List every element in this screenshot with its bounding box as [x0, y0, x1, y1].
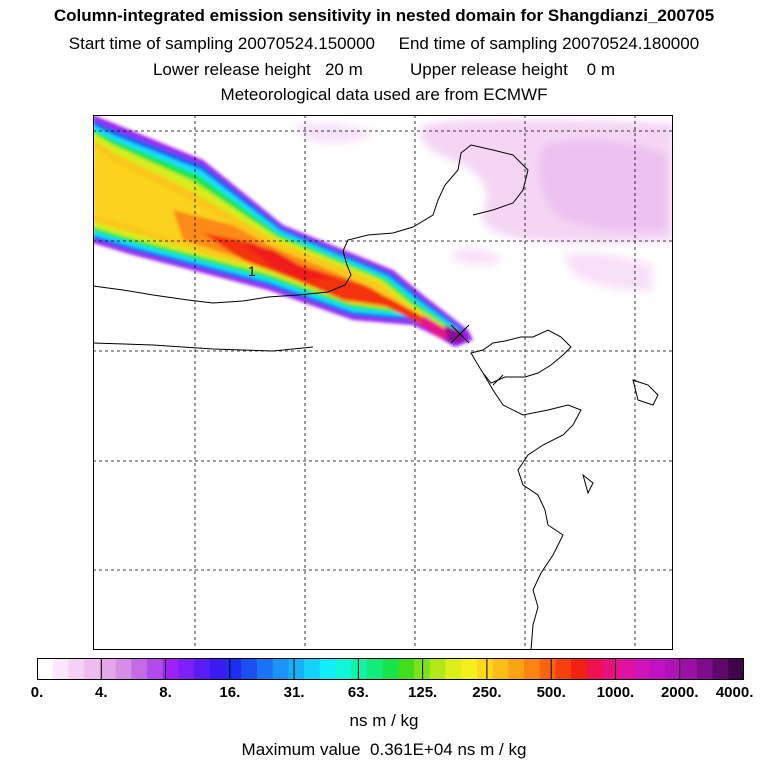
legend-tick-label: 8. — [159, 684, 172, 701]
legend-tick-label: 4000. — [715, 684, 754, 701]
legend-swatch — [571, 658, 588, 680]
legend-tick-label: 16. — [219, 684, 241, 701]
legend-swatch — [649, 658, 667, 680]
meteo-source: Meteorological data used are from ECMWF — [220, 85, 548, 104]
graticule — [93, 115, 673, 650]
legend-swatch — [288, 658, 305, 680]
legend-tick-label: 63. — [347, 684, 369, 701]
legend-swatch — [272, 658, 289, 680]
legend-swatch — [728, 658, 744, 680]
legend-swatch — [461, 658, 478, 680]
legend-swatch — [445, 658, 462, 680]
legend-swatch — [429, 658, 447, 680]
maximum-value: Maximum value 0.361E+04 ns m / kg — [241, 740, 527, 759]
legend-swatch — [712, 658, 729, 680]
legend-swatch — [492, 658, 509, 680]
legend-swatch — [382, 658, 399, 680]
map-title: Column-integrated emission sensitivity i… — [53, 6, 715, 25]
legend-swatch — [225, 658, 242, 680]
legend-swatch — [131, 658, 148, 680]
legend-swatch — [555, 658, 572, 680]
release-heights: Lower release height 20 m Upper release … — [152, 60, 616, 79]
legend-tick-label: 250. — [472, 684, 502, 701]
legend-swatch — [115, 658, 132, 680]
legend-swatch — [178, 658, 195, 680]
legend-units: ns m / kg — [349, 711, 419, 730]
legend-swatch — [162, 658, 179, 680]
sensitivity-map: 1 — [93, 115, 673, 650]
legend-swatch — [508, 658, 525, 680]
legend-tick-label: 0. — [30, 684, 44, 701]
legend-swatch — [256, 658, 274, 680]
legend-swatch — [194, 658, 211, 680]
contour-label: 1 — [248, 263, 256, 279]
legend-tick-label: 31. — [283, 684, 305, 701]
legend-swatch — [52, 658, 70, 680]
legend-swatch — [335, 658, 352, 680]
legend-swatch — [476, 658, 494, 680]
legend-swatch — [146, 658, 164, 680]
legend-swatch — [37, 658, 54, 680]
legend-tick-label: 1000. — [596, 684, 635, 701]
legend-swatch — [586, 658, 604, 680]
legend-swatch — [319, 658, 337, 680]
legend-swatch — [398, 658, 415, 680]
sampling-times: Start time of sampling 20070524.150000 E… — [68, 34, 700, 53]
legend-tick-label: 500. — [536, 684, 566, 701]
color-legend — [37, 658, 744, 680]
legend-swatch — [366, 658, 384, 680]
legend-swatch — [602, 658, 619, 680]
legend-swatch — [304, 658, 321, 680]
legend-swatch — [524, 658, 541, 680]
legend-tick-label: 4. — [95, 684, 108, 701]
emission-plume — [93, 115, 473, 347]
legend-swatch — [99, 658, 117, 680]
legend-swatch — [351, 658, 368, 680]
receptor-cross-icon — [450, 324, 470, 344]
legend-swatch — [241, 658, 258, 680]
legend-swatch — [539, 658, 557, 680]
legend-border — [37, 658, 744, 680]
legend-swatch — [68, 658, 85, 680]
legend-swatch — [681, 658, 698, 680]
legend-swatch — [209, 658, 227, 680]
legend-swatch — [84, 658, 101, 680]
legend-swatch — [696, 658, 714, 680]
legend-swatch — [665, 658, 682, 680]
legend-swatch — [634, 658, 651, 680]
legend-tick-label: 2000. — [660, 684, 699, 701]
legend-swatch — [618, 658, 635, 680]
legend-tick-label: 125. — [408, 684, 438, 701]
